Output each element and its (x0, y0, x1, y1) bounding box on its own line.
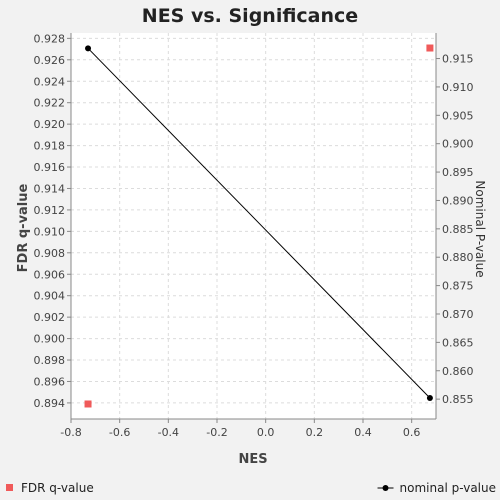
y-right-tick-label: 0.895 (442, 166, 474, 179)
y-right-tick-label: 0.865 (442, 336, 474, 349)
y-right-tick-label: 0.900 (442, 138, 474, 151)
y-left-tick-label: 0.924 (34, 75, 66, 88)
x-tick-label: 0.2 (306, 426, 324, 439)
y-left-tick-label: 0.928 (34, 32, 66, 45)
y-left-tick-label: 0.906 (34, 268, 66, 281)
nominal-p-value-point (427, 395, 433, 401)
y-left-tick-label: 0.912 (34, 204, 66, 217)
y-left-tick-label: 0.904 (34, 290, 66, 303)
legend-marker-fdr (6, 484, 13, 491)
plot-area (71, 33, 436, 419)
chart-title: NES vs. Significance (142, 5, 358, 27)
x-tick-label: -0.8 (60, 426, 81, 439)
x-tick-label: -0.6 (109, 426, 130, 439)
y-right-tick-label: 0.870 (442, 308, 474, 321)
y-left-tick-label: 0.908 (34, 247, 66, 260)
y-left-tick-label: 0.894 (34, 397, 66, 410)
y-left-tick-label: 0.910 (34, 225, 66, 238)
nominal-p-value-point (85, 45, 91, 51)
x-tick-label: 0.4 (354, 426, 372, 439)
x-tick-label: 0.6 (403, 426, 421, 439)
y-right-tick-label: 0.885 (442, 223, 474, 236)
y-left-tick-label: 0.896 (34, 375, 66, 388)
x-axis-label: NES (238, 452, 267, 467)
y-left-tick-label: 0.926 (34, 54, 66, 67)
x-tick-label: 0.0 (257, 426, 275, 439)
y-right-tick-label: 0.875 (442, 280, 474, 293)
y-axis-label-left: FDR q-value (16, 183, 31, 272)
y-axis-label-right: Nominal P-value (473, 180, 487, 277)
x-tick-label: -0.2 (206, 426, 227, 439)
y-right-tick-label: 0.880 (442, 251, 474, 264)
y-right-tick-label: 0.905 (442, 109, 474, 122)
y-left-tick-label: 0.914 (34, 182, 66, 195)
legend: FDR q-value nominal p-value (6, 481, 496, 495)
y-left-tick-label: 0.900 (34, 333, 66, 346)
y-left-tick-label: 0.898 (34, 354, 66, 367)
fdr-q-value-point (85, 400, 92, 407)
legend-marker-nominal (383, 485, 389, 491)
y-left-tick-label: 0.920 (34, 118, 66, 131)
fdr-q-value-point (426, 45, 433, 52)
y-right-tick-label: 0.855 (442, 393, 474, 406)
y-right-tick-label: 0.860 (442, 365, 474, 378)
y-left-tick-label: 0.916 (34, 161, 66, 174)
y-left-tick-label: 0.918 (34, 140, 66, 153)
y-right-tick-label: 0.915 (442, 53, 474, 66)
y-right-tick-label: 0.890 (442, 194, 474, 207)
legend-label-nominal: nominal p-value (400, 481, 496, 495)
y-left-tick-label: 0.902 (34, 311, 66, 324)
legend-label-fdr: FDR q-value (21, 481, 94, 495)
y-left-tick-label: 0.922 (34, 97, 66, 110)
y-right-tick-label: 0.910 (442, 81, 474, 94)
x-tick-label: -0.4 (158, 426, 179, 439)
